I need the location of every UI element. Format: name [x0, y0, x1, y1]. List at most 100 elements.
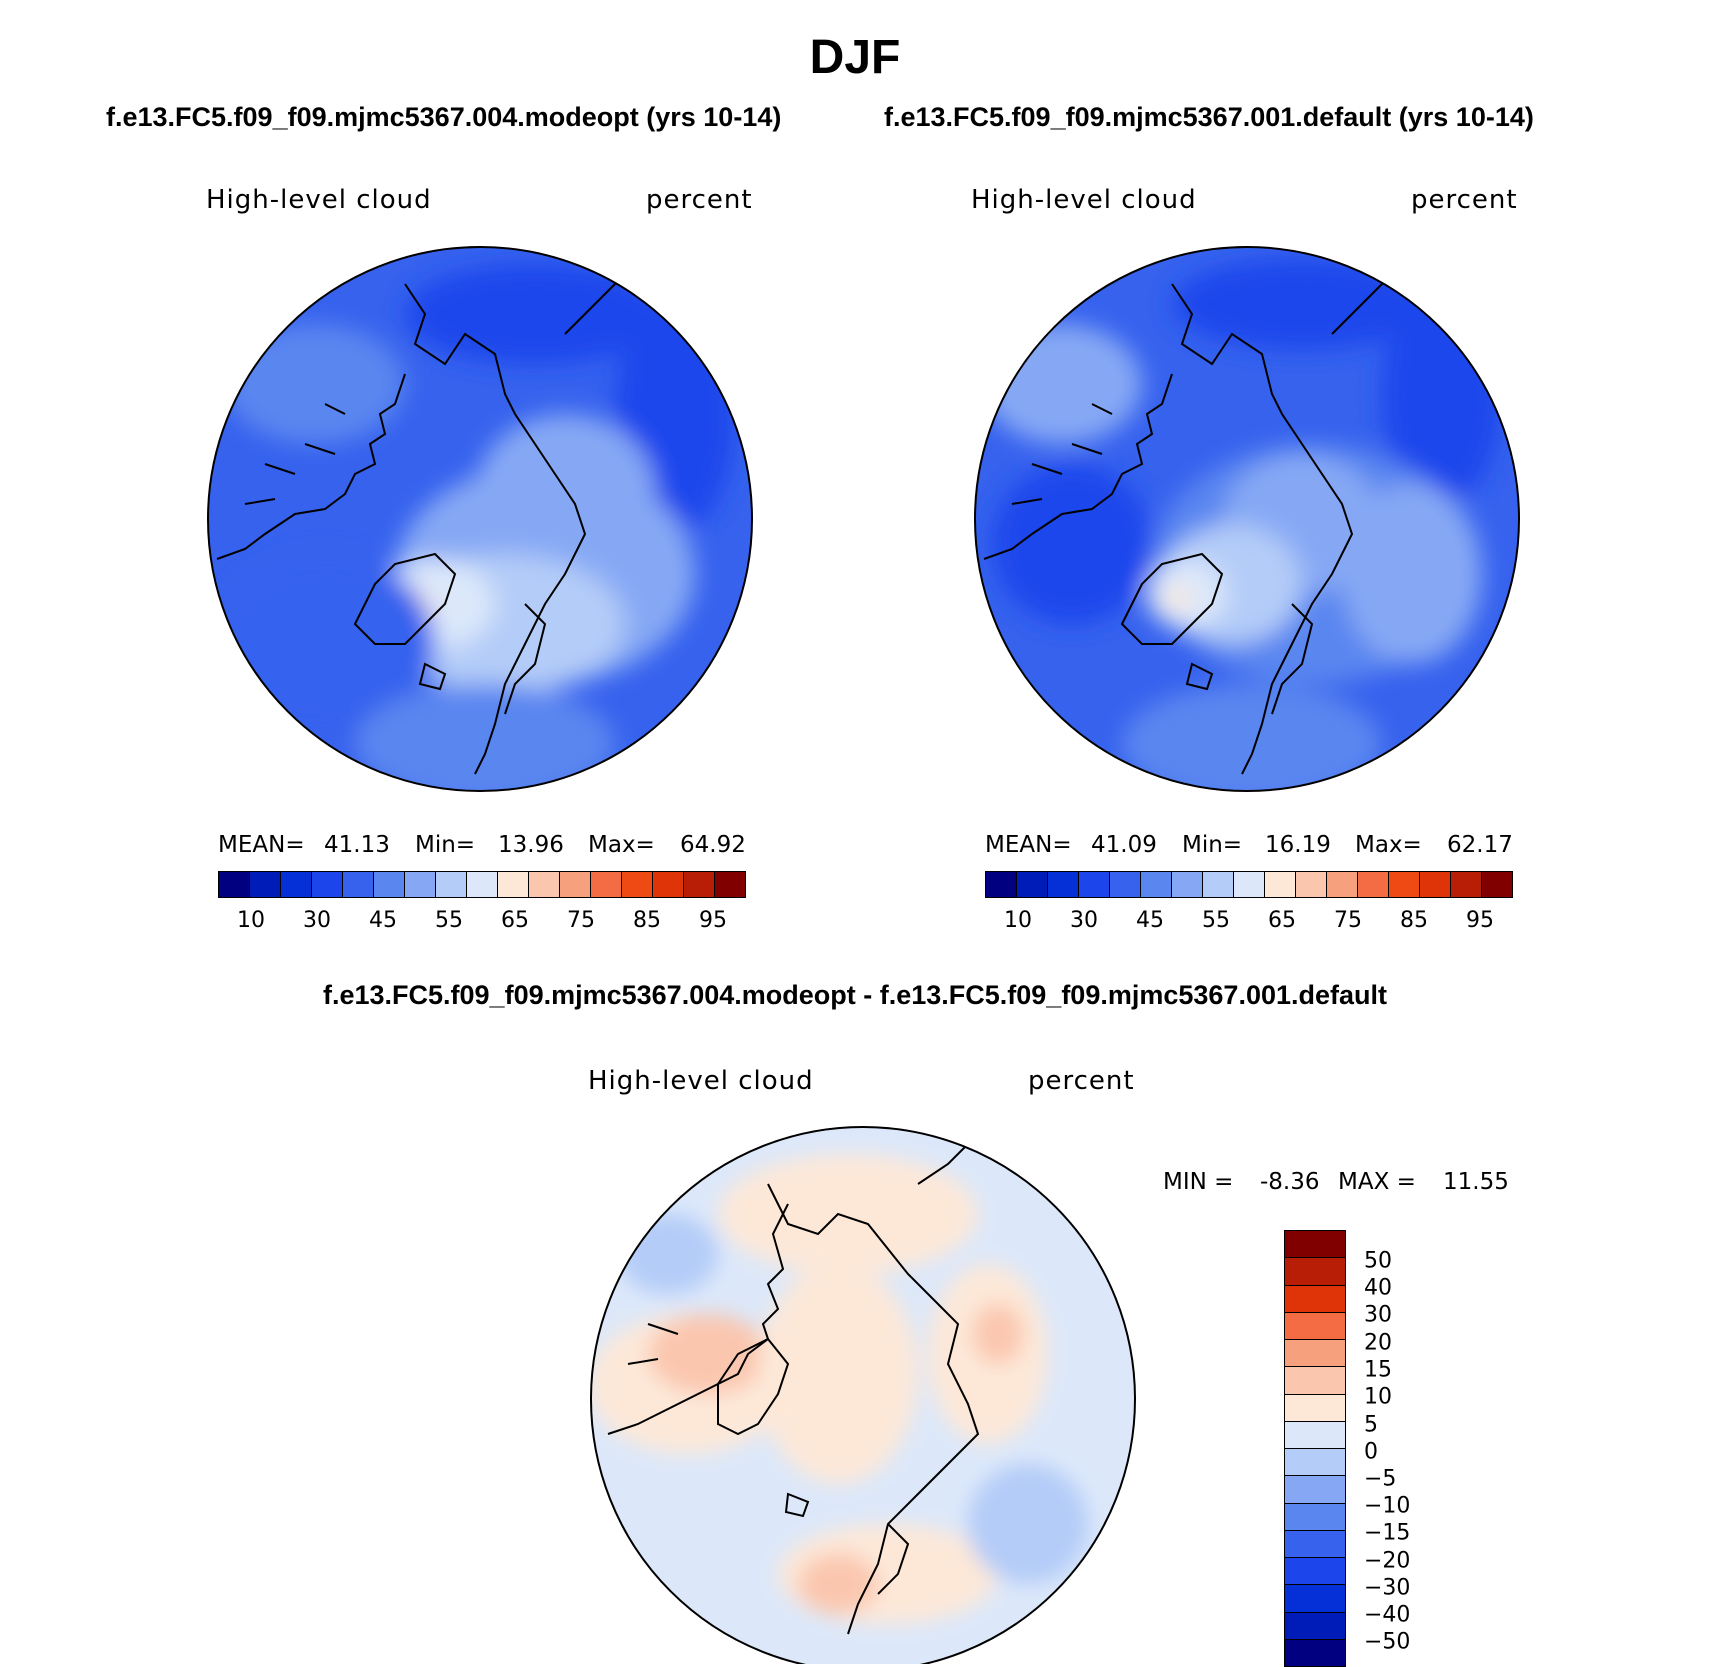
panel-b-max-label: Max=: [1355, 832, 1422, 858]
colorbar-swatch: [1285, 1585, 1345, 1613]
panel-b-units: percent: [1411, 185, 1518, 215]
panel-a-tick: 85: [633, 908, 661, 933]
panel-a-tick: 30: [303, 908, 331, 933]
colorbar-swatch: [312, 872, 343, 897]
colorbar-swatch: [1285, 1503, 1345, 1531]
colorbar-swatch: [219, 872, 250, 897]
panel-b-tick: 55: [1202, 908, 1230, 933]
panel-diff-field-scandinavia: [798, 1554, 878, 1614]
panel-diff-coast-north-america: [607, 1203, 789, 1435]
panel-a-min-value: 13.96: [498, 832, 564, 858]
colorbar-swatch: [653, 872, 684, 897]
colorbar-swatch: [1285, 1421, 1345, 1449]
panel-b-variable: High-level cloud: [971, 185, 1197, 215]
colorbar-swatch: [1285, 1558, 1345, 1586]
colorbar-swatch: [374, 872, 405, 897]
panel-b-coast-islands: [1011, 403, 1214, 691]
panel-diff-coast-asia: [917, 1143, 969, 1185]
colorbar-swatch: [1327, 872, 1358, 897]
colorbar-swatch: [1285, 1639, 1345, 1666]
colorbar-swatch: [1482, 872, 1512, 897]
panel-a-coast-scandinavia: [504, 603, 547, 715]
panel-a-tick: 95: [699, 908, 727, 933]
case-a-title: f.e13.FC5.f09_f09.mjmc5367.004.modeopt (…: [106, 102, 782, 132]
colorbar-swatch: [1048, 872, 1079, 897]
panel-diff-coast-greenland: [717, 1337, 790, 1436]
panel-diff-coast-islands: [627, 1323, 810, 1518]
panel-b-tick: 65: [1268, 908, 1296, 933]
panel-diff-min-value: -8.36: [1260, 1169, 1320, 1195]
colorbar-swatch: [1141, 872, 1172, 897]
colorbar-swatch: [405, 872, 436, 897]
panel-a-coast-islands: [244, 403, 447, 691]
panel-a-field-pacific: [215, 554, 435, 734]
panel-a-coast-asia: [564, 273, 626, 335]
colorbar-swatch: [281, 872, 312, 897]
panel-diff-field-canada: [648, 1314, 768, 1394]
panel-a-tick: 55: [435, 908, 463, 933]
colorbar-swatch: [1203, 872, 1234, 897]
panel-a-field-eurasia: [475, 414, 655, 574]
panel-diff-tick: −15: [1364, 1520, 1411, 1546]
panel-diff-coast-scandinavia: [877, 1523, 910, 1595]
colorbar-swatch: [1285, 1367, 1345, 1395]
panel-diff-coast-eurasia: [767, 1183, 980, 1635]
page-title: DJF: [809, 31, 901, 84]
panel-b-min-value: 16.19: [1265, 832, 1331, 858]
colorbar-swatch: [436, 872, 467, 897]
panel-b-tick: 10: [1004, 908, 1032, 933]
panel-diff-variable: High-level cloud: [588, 1066, 814, 1096]
panel-a-colorbar: [218, 871, 746, 898]
colorbar-swatch: [1285, 1449, 1345, 1477]
panel-diff-min-label: MIN =: [1163, 1169, 1234, 1195]
panel-diff-tick: −50: [1364, 1629, 1411, 1655]
panel-b-map: [974, 246, 1520, 792]
panel-b-coast-asia: [1331, 273, 1393, 335]
panel-b-coast-greenland: [1120, 552, 1224, 645]
panel-diff-tick: −10: [1364, 1493, 1411, 1519]
panel-diff-tick: −5: [1364, 1466, 1397, 1492]
panel-diff-tick: −40: [1364, 1602, 1411, 1628]
panel-b-max-value: 62.17: [1447, 832, 1513, 858]
panel-b-tick: 45: [1136, 908, 1164, 933]
panel-b-field-greenland-max: [1163, 587, 1191, 611]
colorbar-swatch: [250, 872, 281, 897]
colorbar-swatch: [622, 872, 653, 897]
panel-diff-field-center: [758, 1264, 918, 1484]
panel-diff-max-value: 11.55: [1443, 1169, 1509, 1195]
panel-b-field-pacific: [992, 464, 1152, 624]
panel-a-max-label: Max=: [588, 832, 655, 858]
panel-a-variable: High-level cloud: [206, 185, 432, 215]
colorbar-swatch: [1420, 872, 1451, 897]
panel-b-field-north: [1172, 259, 1432, 349]
panel-diff-field-east-max: [973, 1304, 1023, 1364]
panel-a-coast-north-america: [216, 373, 406, 560]
panel-diff-tick: −30: [1364, 1575, 1411, 1601]
colorbar-swatch: [1285, 1340, 1345, 1368]
panel-b-coast-eurasia: [1171, 283, 1354, 775]
colorbar-swatch: [1285, 1231, 1345, 1259]
colorbar-swatch: [1172, 872, 1203, 897]
panel-diff-tick: −20: [1364, 1548, 1411, 1574]
panel-diff-colorbar: [1284, 1230, 1346, 1667]
colorbar-swatch: [1079, 872, 1110, 897]
panel-b-min-label: Min=: [1182, 832, 1243, 858]
panel-a-max-value: 64.92: [680, 832, 746, 858]
panel-a-coast-eurasia: [404, 283, 587, 775]
colorbar-swatch: [1285, 1312, 1345, 1340]
panel-a-tick: 10: [237, 908, 265, 933]
colorbar-swatch: [1285, 1530, 1345, 1558]
panel-a-map: [207, 246, 753, 792]
colorbar-swatch: [1285, 1612, 1345, 1640]
panel-diff-tick: 20: [1364, 1330, 1392, 1356]
colorbar-swatch: [1285, 1476, 1345, 1504]
colorbar-swatch: [715, 872, 745, 897]
colorbar-swatch: [467, 872, 498, 897]
panel-diff-tick: 50: [1364, 1248, 1392, 1274]
panel-b-map-frame: [974, 246, 1520, 792]
colorbar-swatch: [498, 872, 529, 897]
panel-diff-map: [590, 1126, 1136, 1664]
panel-b-tick: 95: [1466, 908, 1494, 933]
colorbar-swatch: [591, 872, 622, 897]
panel-b-coast-scandinavia: [1271, 603, 1314, 715]
